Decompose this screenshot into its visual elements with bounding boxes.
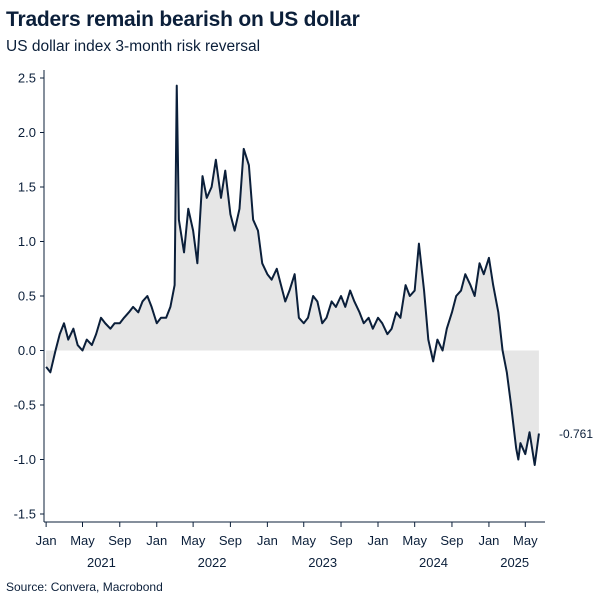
x-tick-label: May [513,533,538,548]
x-tick-label: Sep [219,533,242,548]
last-value-label: -0.761 [559,427,593,441]
x-tick-label: Sep [440,533,463,548]
year-label: 2021 [87,555,116,570]
x-tick-label: May [291,533,316,548]
y-tick-label: -1.5 [14,507,36,522]
year-label: 2022 [198,555,227,570]
y-tick-label: -0.5 [14,398,36,413]
y-tick-label: 1.5 [18,180,36,195]
year-label: 2025 [500,555,529,570]
series-line [45,84,540,466]
y-tick-label: 2.0 [18,125,36,140]
x-tick-label: Jan [257,533,278,548]
x-tick-label: Jan [478,533,499,548]
x-tick-label: Sep [329,533,352,548]
y-tick-label: -1.0 [14,452,36,467]
x-tick-label: Jan [368,533,389,548]
y-tick-label: 1.0 [18,234,36,249]
y-tick-label: 2.5 [18,71,36,86]
year-label: 2023 [308,555,337,570]
chart-subtitle: US dollar index 3-month risk reversal [6,38,261,55]
x-tick-label: Jan [146,533,167,548]
chart-source: Source: Convera, Macrobond [6,580,163,594]
x-tick-label: May [181,533,206,548]
x-tick-label: Jan [36,533,57,548]
x-tick-label: Sep [108,533,131,548]
y-tick-label: 0.0 [18,343,36,358]
y-tick-label: 0.5 [18,289,36,304]
year-label: 2024 [419,555,448,570]
chart-title: Traders remain bearish on US dollar [6,8,360,31]
x-tick-label: May [402,533,427,548]
x-tick-label: May [70,533,95,548]
